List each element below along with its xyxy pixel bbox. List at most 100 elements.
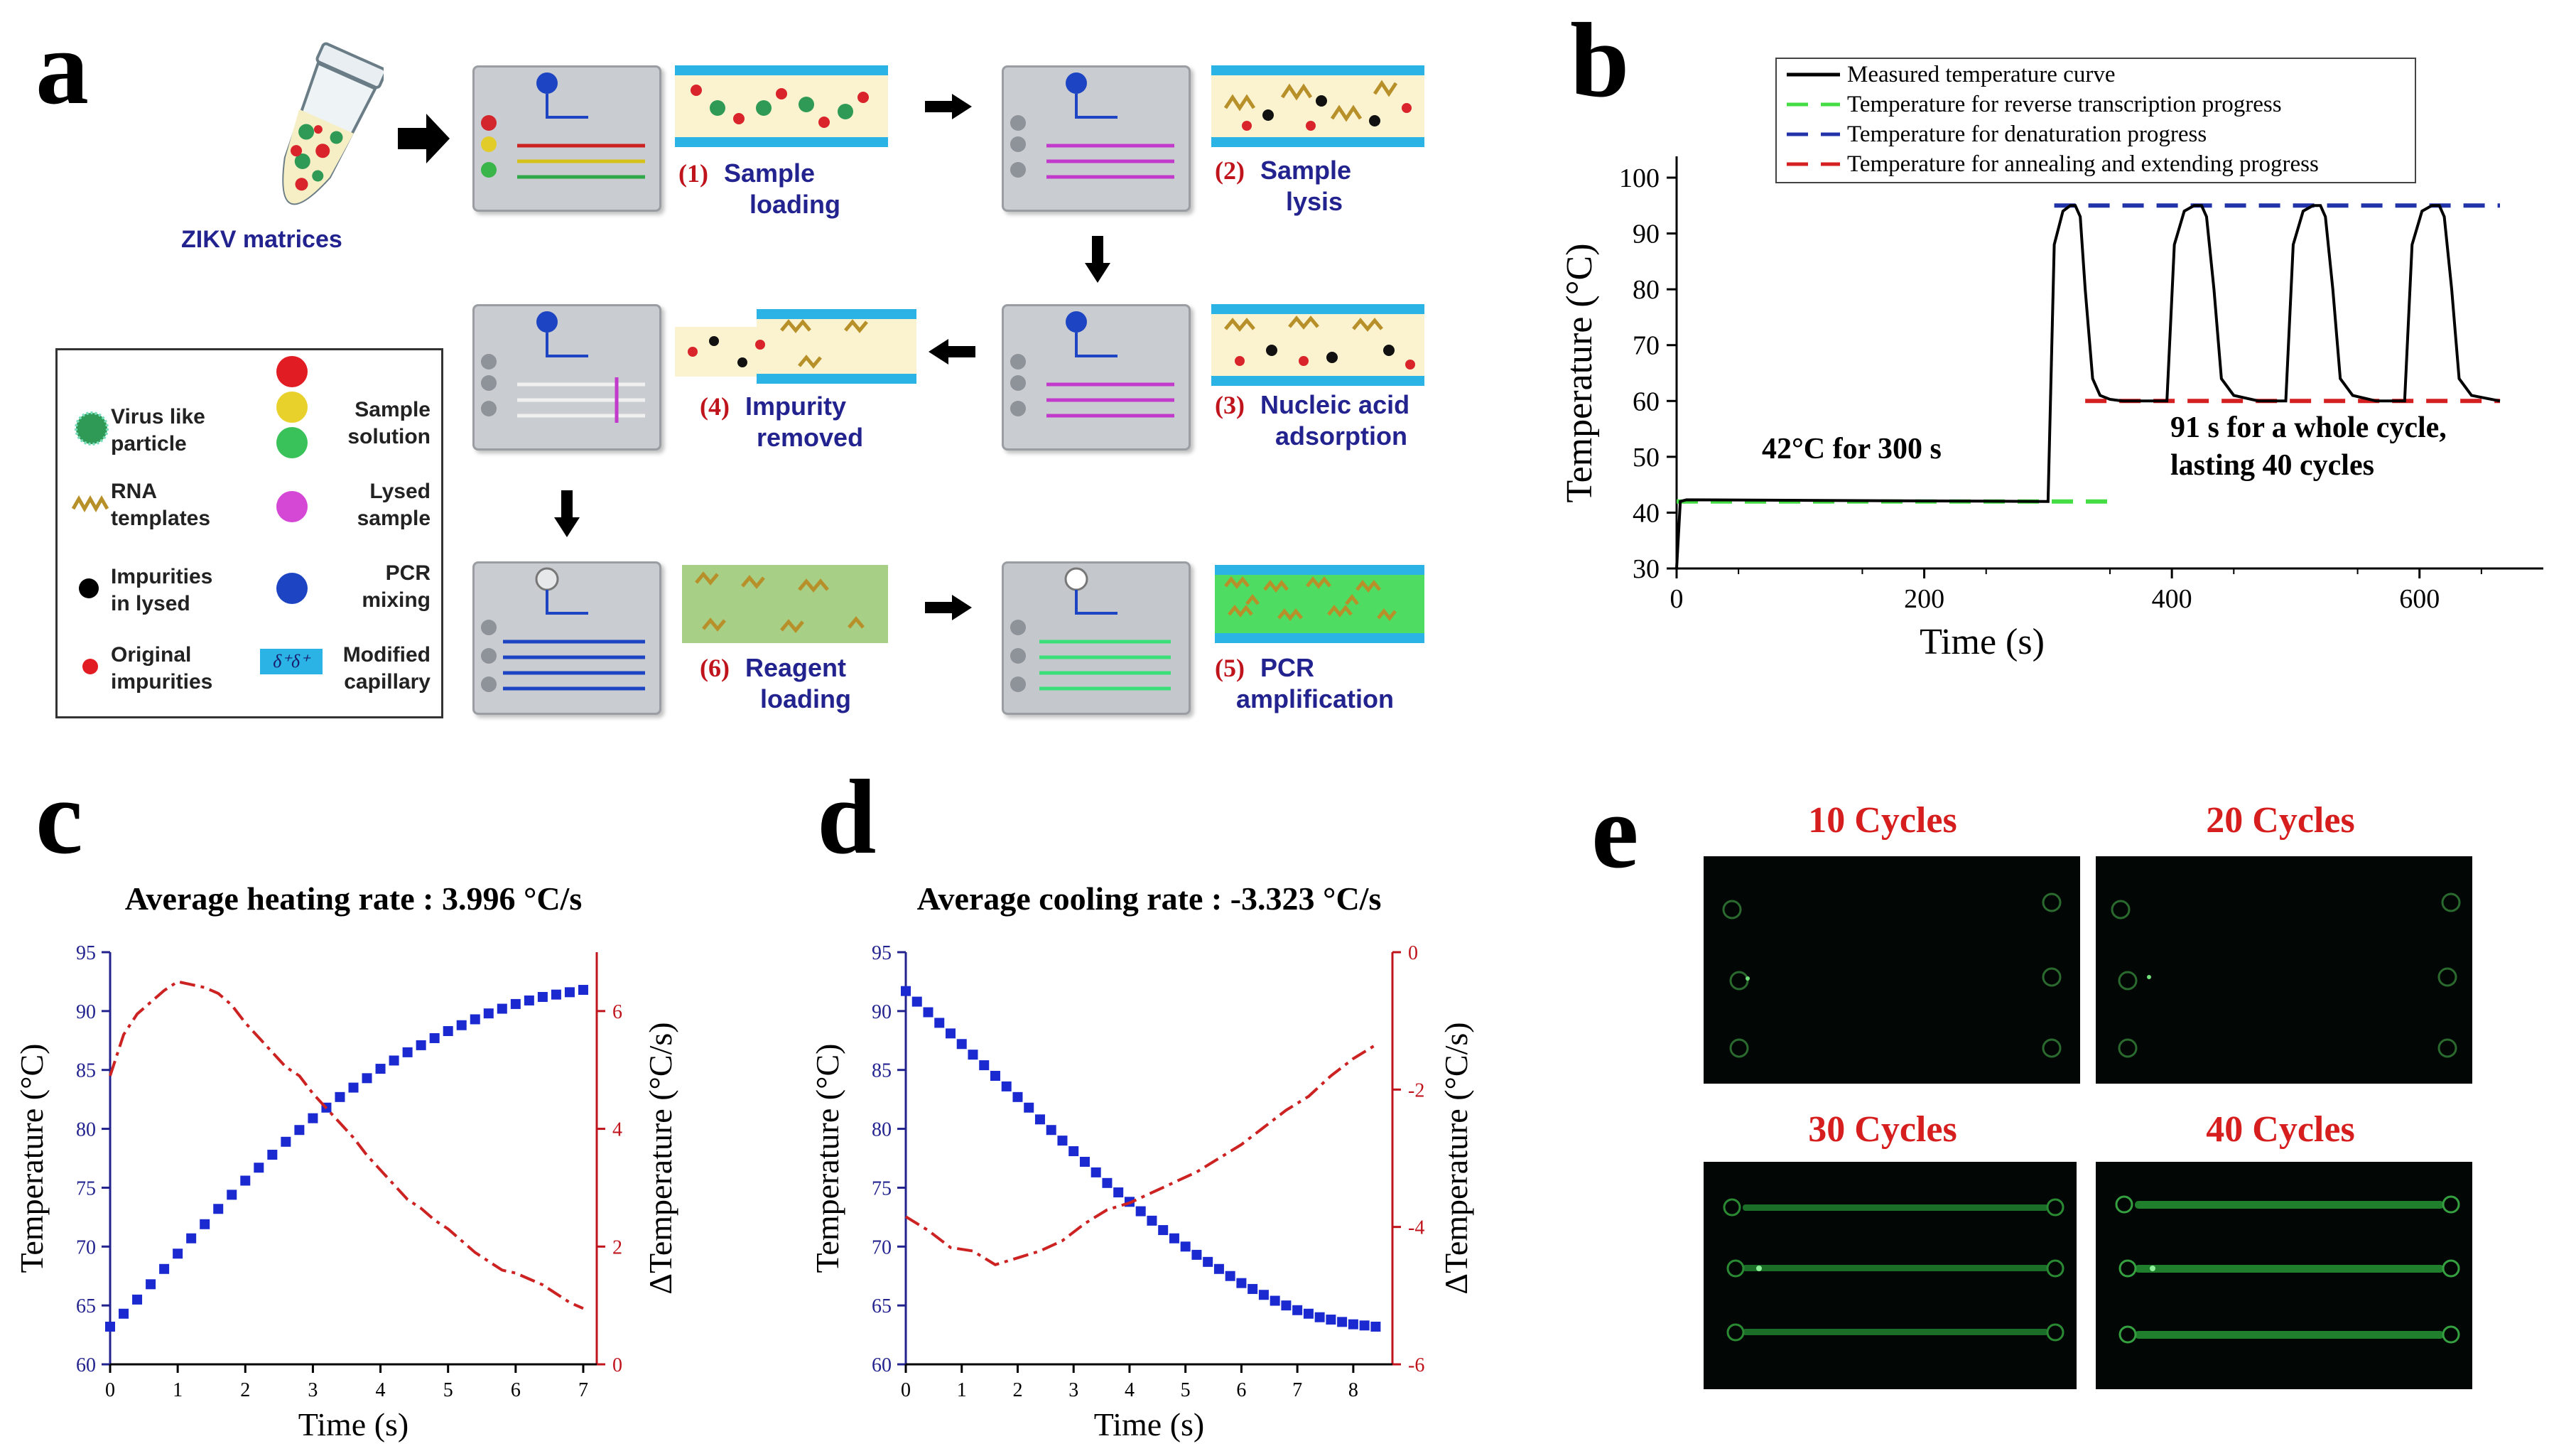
data-point xyxy=(159,1263,170,1274)
data-point xyxy=(979,1060,990,1071)
x-tick-label: 6 xyxy=(1236,1379,1246,1401)
virus-particle-icon xyxy=(75,411,109,446)
legend-text: Modified xyxy=(342,643,431,667)
cycle-label-20: 20 Cycles xyxy=(2206,800,2355,841)
capillary-step-2 xyxy=(1211,65,1424,147)
data-point xyxy=(348,1082,359,1093)
x-tick-label: 4 xyxy=(376,1379,386,1401)
data-point xyxy=(1303,1308,1314,1319)
sample-solution-icon xyxy=(276,356,308,458)
y2-axis-label: ΔTemperature (°C/s) xyxy=(642,1022,678,1294)
step-number: (2) xyxy=(1215,156,1245,185)
step-text: Reagent xyxy=(745,653,847,682)
legend-text: particle xyxy=(111,432,187,455)
step-text: loading xyxy=(760,684,851,713)
y2-tick-label: -6 xyxy=(1408,1354,1424,1376)
legend-item-6: Lysed sample xyxy=(331,478,431,532)
step-text: Sample xyxy=(1260,156,1352,185)
step-number: (4) xyxy=(700,392,730,421)
data-point xyxy=(551,989,561,1000)
chip-step-5 xyxy=(1002,561,1191,715)
y2-tick-label: -4 xyxy=(1408,1217,1424,1239)
data-point xyxy=(564,987,575,998)
x-tick-label: 1 xyxy=(957,1379,967,1401)
rate-line xyxy=(904,1043,1377,1267)
x-tick-label: 8 xyxy=(1348,1379,1358,1401)
data-point xyxy=(1012,1091,1023,1102)
data-point xyxy=(402,1047,413,1057)
x-tick-label: 2 xyxy=(240,1379,250,1401)
legend-text: Virus like xyxy=(111,405,205,428)
pcr-mixing-icon xyxy=(276,573,308,604)
step-number: (6) xyxy=(700,654,730,682)
data-point xyxy=(1203,1256,1213,1267)
y-tick-label: 70 xyxy=(872,1236,892,1258)
y-tick-label: 65 xyxy=(76,1295,96,1317)
rate-line xyxy=(109,980,584,1310)
legend-text: in lysed xyxy=(111,592,190,615)
legend-item-8: Modified capillary xyxy=(331,642,431,696)
step-text: removed xyxy=(757,423,864,452)
data-point xyxy=(945,1028,956,1039)
legend-text: sample xyxy=(357,507,431,530)
legend-item-7: PCR mixing xyxy=(331,560,431,614)
legend-text: impurities xyxy=(111,670,213,694)
data-point xyxy=(1147,1215,1157,1226)
y2-tick-label: -2 xyxy=(1408,1079,1424,1101)
data-point xyxy=(1191,1249,1202,1260)
tube-label: ZIKV matrices xyxy=(181,226,342,253)
x-tick-label: 2 xyxy=(1012,1379,1022,1401)
data-point xyxy=(1091,1167,1101,1177)
x-tick-label: 5 xyxy=(1181,1379,1191,1401)
chip-step-3 xyxy=(1002,304,1191,451)
data-point xyxy=(1158,1225,1169,1236)
legend-box xyxy=(1775,58,2416,183)
fluorescence-image-40-cycles xyxy=(2096,1162,2472,1389)
y-tick-label: 75 xyxy=(76,1177,96,1199)
data-point xyxy=(173,1249,183,1259)
x-tick-label: 4 xyxy=(1125,1379,1135,1401)
legend-entry: Measured temperature curve xyxy=(1847,62,2115,87)
capillary-step-5 xyxy=(1215,565,1424,643)
data-point xyxy=(267,1150,278,1160)
data-point xyxy=(335,1091,345,1102)
y-tick-label: 90 xyxy=(1633,220,1660,249)
step-number: (5) xyxy=(1215,654,1245,682)
data-point xyxy=(240,1175,251,1186)
data-point xyxy=(1248,1283,1258,1294)
data-point xyxy=(456,1020,467,1030)
data-point xyxy=(1337,1317,1348,1327)
y-tick-label: 65 xyxy=(872,1295,892,1317)
y-tick-label: 85 xyxy=(872,1060,892,1082)
panel-letter-d: d xyxy=(817,758,877,876)
data-point xyxy=(483,1008,494,1019)
data-point xyxy=(186,1233,197,1244)
y2-tick-label: 2 xyxy=(612,1236,622,1258)
lysed-sample-icon xyxy=(276,491,308,522)
chip-step-6 xyxy=(472,561,661,715)
data-point xyxy=(1068,1146,1079,1157)
legend-text: PCR xyxy=(385,561,431,585)
y-tick-label: 100 xyxy=(1619,163,1660,193)
data-point xyxy=(281,1136,291,1147)
data-point xyxy=(901,986,911,996)
data-point xyxy=(1034,1114,1045,1125)
y-tick-label: 70 xyxy=(76,1236,96,1258)
legend-box: Virus like particle RNA templates Impuriti… xyxy=(55,348,443,718)
arrow-right-icon xyxy=(925,94,972,119)
x-tick-label: 7 xyxy=(578,1379,588,1401)
legend-text: Sample xyxy=(355,398,431,421)
data-point xyxy=(227,1190,237,1200)
chip-step-4 xyxy=(472,304,661,451)
data-point xyxy=(132,1294,143,1305)
panel-letter-e: e xyxy=(1591,772,1639,890)
data-point xyxy=(1370,1321,1381,1332)
chart-title: Average cooling rate : -3.323 °C/s xyxy=(917,880,1382,917)
data-point xyxy=(213,1204,224,1214)
data-point xyxy=(578,985,588,996)
legend-item-4: Original impurities xyxy=(111,642,212,696)
fluorescence-image-30-cycles xyxy=(1704,1162,2077,1389)
x-tick-label: 3 xyxy=(1068,1379,1078,1401)
step-4-label: (4) Impurity removed xyxy=(700,391,884,453)
capillary-step-6 xyxy=(682,565,888,643)
